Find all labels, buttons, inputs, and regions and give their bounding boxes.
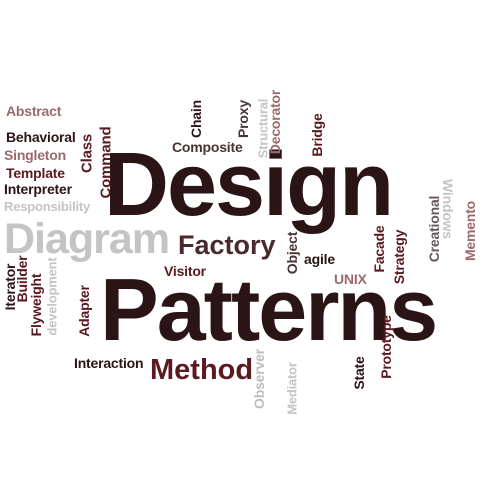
word-mediator: Mediator (284, 362, 300, 415)
word-composite: Composite (172, 139, 243, 155)
word-adapter: Adapter (76, 285, 92, 337)
word-singleton: Singleton (4, 147, 66, 163)
word-memento: Memento (462, 200, 478, 262)
word-unix: UNIX (334, 271, 367, 287)
word-observer: Observer (251, 349, 267, 409)
word-command: Command (97, 126, 115, 199)
word-bridge: Bridge (309, 113, 325, 157)
word-factory: Factory (178, 230, 276, 260)
word-prototype: Prototype (378, 315, 394, 379)
word-development: development (44, 257, 60, 336)
word-builder: Builder (14, 255, 30, 303)
word-facade: Facade (371, 225, 387, 273)
word-class: Class (78, 133, 96, 174)
word-agile: agile (304, 251, 335, 267)
word-diagram: Diagram (4, 215, 170, 263)
word-state: State (351, 356, 367, 390)
word-object: Object (284, 231, 300, 275)
word-creational: Creational (426, 195, 442, 263)
word-proxy: Proxy (235, 100, 251, 138)
word-windows: Windows (440, 179, 456, 239)
word-strategy: Strategy (391, 229, 407, 285)
word-design: Design (104, 135, 394, 235)
word-chain: Chain (188, 100, 204, 138)
word-method: Method (150, 354, 254, 386)
word-behavioral: Behavioral (6, 129, 76, 145)
word-visitor: Visitor (164, 263, 206, 279)
word-interaction: Interaction (74, 355, 144, 371)
word-interpreter: Interpreter (4, 181, 72, 197)
word-flyweight: Flyweight (28, 273, 44, 337)
word-patterns: Patterns (100, 260, 438, 359)
word-abstract: Abstract (6, 103, 62, 119)
word-responsibility: Responsibility (4, 199, 91, 214)
word-decorator: Decorator (267, 89, 283, 155)
word-template: Template (6, 165, 65, 181)
